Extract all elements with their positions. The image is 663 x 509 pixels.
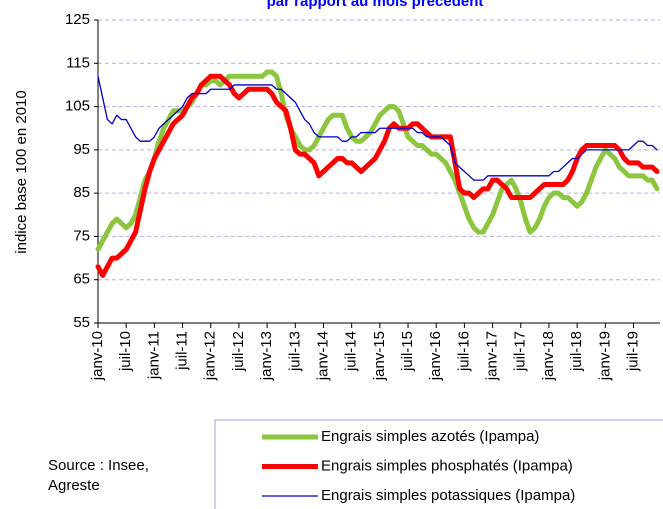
x-tick-label: juil-13: [286, 331, 303, 372]
x-tick-label: janv-16: [427, 331, 444, 381]
y-axis-label: indice base 100 en 2010: [13, 90, 30, 253]
x-tick-label: juil-18: [568, 331, 585, 372]
x-tick-label: janv-12: [202, 331, 219, 381]
source: Source : Insee,: [48, 457, 149, 474]
y-tick-label: 55: [73, 314, 90, 331]
source: Agreste: [48, 477, 100, 494]
chart-title: par rapport au mois précédent: [267, 0, 484, 10]
y-tick-label: 85: [73, 184, 90, 201]
y-tick-label: 95: [73, 141, 90, 158]
x-tick-label: janv-10: [89, 331, 106, 381]
x-tick-label: janv-19: [596, 331, 613, 381]
x-tick-label: juil-17: [512, 331, 529, 372]
legend-box: [214, 419, 663, 509]
series-line: [95, 69, 660, 252]
y-tick-label: 125: [65, 11, 90, 28]
legend-label: Engrais simples potassiques (Ipampa): [321, 487, 575, 504]
x-tick-label: juil-11: [174, 331, 191, 371]
x-tick-label: juil-14: [343, 331, 360, 372]
y-tick-label: 105: [65, 98, 90, 115]
x-tick-label: juil-15: [399, 331, 416, 372]
x-tick-label: janv-11: [145, 331, 162, 380]
x-tick-label: janv-17: [484, 331, 501, 381]
series-line: [97, 75, 658, 181]
x-tick-label: juil-16: [455, 331, 472, 372]
y-tick-label: 65: [73, 271, 90, 288]
x-tick-label: juil-12: [230, 331, 247, 372]
series-line: [95, 73, 660, 278]
x-tick-label: janv-14: [314, 331, 331, 381]
x-tick-label: janv-18: [540, 331, 557, 381]
x-tick-label: janv-15: [371, 331, 388, 381]
x-tick-label: juil-19: [624, 331, 641, 372]
x-tick-label: juil-10: [117, 331, 134, 372]
x-tick-label: janv-13: [258, 331, 275, 381]
legend-label: Engrais simples phosphatés (Ipampa): [321, 457, 573, 474]
y-tick-label: 75: [73, 227, 90, 244]
y-tick-label: 115: [66, 54, 90, 71]
legend-label: Engrais simples azotés (Ipampa): [321, 428, 539, 445]
